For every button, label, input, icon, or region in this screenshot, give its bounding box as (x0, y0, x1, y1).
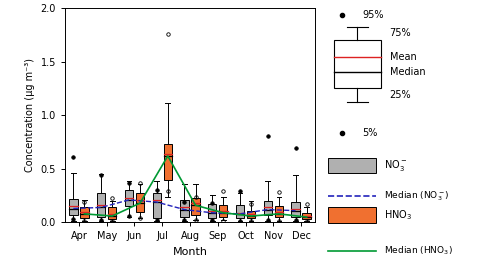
Bar (192, 198, 200, 215)
Bar (236, 205, 244, 218)
Text: HNO$_3$: HNO$_3$ (384, 208, 412, 222)
Text: 95%: 95% (362, 10, 384, 20)
Bar (328, 158, 376, 173)
Text: Mean: Mean (390, 52, 416, 62)
Bar (334, 40, 381, 88)
Bar (164, 144, 172, 180)
Bar (247, 211, 256, 218)
Bar (97, 193, 106, 217)
Bar (292, 202, 300, 217)
X-axis label: Month: Month (172, 247, 208, 257)
Bar (274, 206, 283, 217)
Bar (124, 190, 133, 206)
Text: 75%: 75% (390, 28, 411, 39)
Text: Median (NO$_3^-$): Median (NO$_3^-$) (384, 189, 450, 203)
Bar (80, 207, 88, 218)
Text: 5%: 5% (362, 128, 378, 138)
Bar (219, 205, 228, 217)
Bar (152, 193, 161, 218)
Bar (108, 207, 116, 219)
Bar (208, 204, 216, 218)
Bar (136, 193, 144, 212)
Bar (180, 200, 188, 217)
Text: 25%: 25% (390, 90, 411, 100)
Text: NO$_3^-$: NO$_3^-$ (384, 158, 408, 173)
Bar (69, 199, 78, 215)
Text: Median: Median (390, 66, 425, 77)
Text: Median (HNO$_3$): Median (HNO$_3$) (384, 245, 454, 257)
Bar (302, 213, 311, 219)
Bar (328, 207, 376, 222)
Y-axis label: Concentration (µg m⁻³): Concentration (µg m⁻³) (25, 58, 35, 172)
Bar (264, 201, 272, 215)
